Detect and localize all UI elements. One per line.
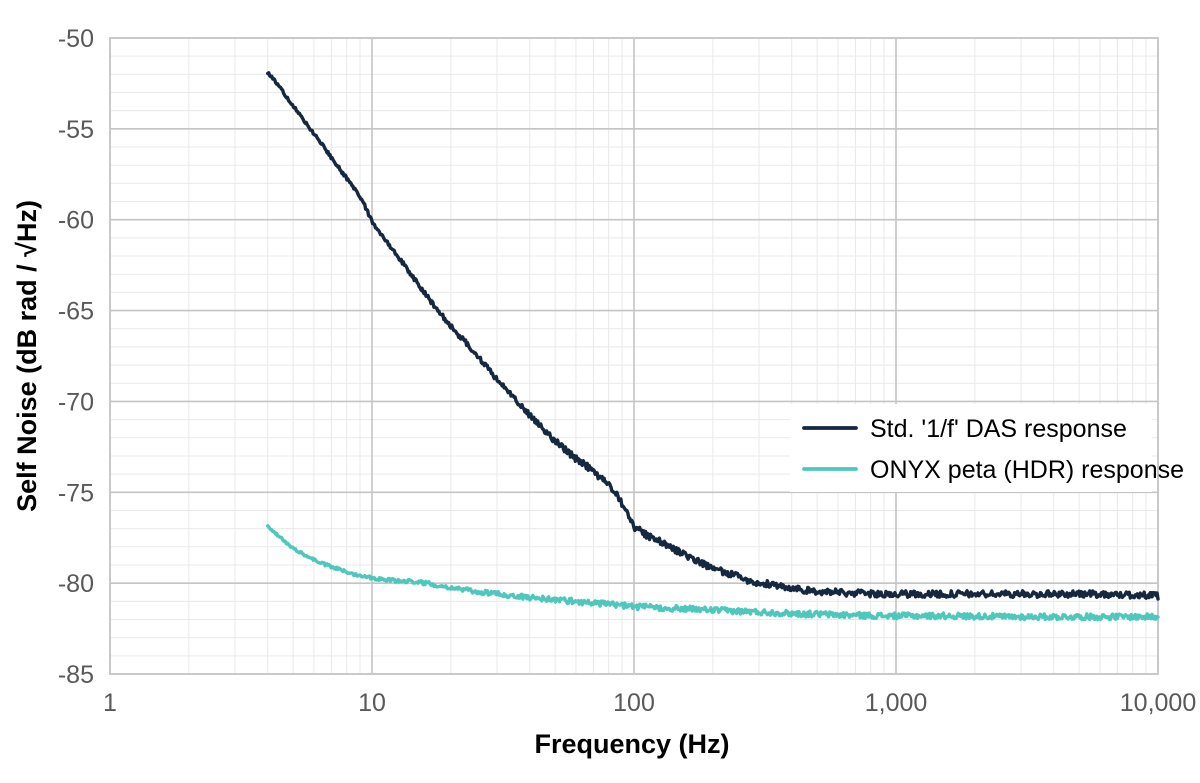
plot-area-border xyxy=(109,37,1159,675)
series-line-onyx-peta-hdr-response xyxy=(266,524,1160,622)
legend-label-0: Std. '1/f' DAS response xyxy=(870,415,1127,443)
legend-label-1: ONYX peta (HDR) response xyxy=(870,456,1184,484)
series-lines xyxy=(266,71,1160,622)
y-tick-label: -80 xyxy=(58,570,94,598)
x-tick-label: 100 xyxy=(613,689,655,717)
x-tick-label: 10 xyxy=(358,689,386,717)
y-tick-label: -50 xyxy=(58,25,94,53)
y-tick-label: -60 xyxy=(58,207,94,235)
x-axis-title: Frequency (Hz) xyxy=(534,729,729,759)
y-tick-label: -55 xyxy=(58,116,94,144)
x-tick-label: 1 xyxy=(103,689,117,717)
y-axis-title: Self Noise (dB rad / √Hz) xyxy=(12,200,42,512)
series-line-std-1-f-das-response xyxy=(266,71,1160,601)
x-tick-label: 10,000 xyxy=(1120,689,1196,717)
y-tick-label: -75 xyxy=(58,479,94,507)
y-tick-label: -85 xyxy=(58,661,94,689)
x-axis-tick-labels: 1 10 100 1,000 10,000 xyxy=(103,689,1196,717)
y-axis-tick-labels: -50 -55 -60 -65 -70 -75 -80 -85 xyxy=(58,25,94,689)
x-tick-label: 1,000 xyxy=(865,689,928,717)
legend-background xyxy=(790,404,1152,492)
chart-legend: Std. '1/f' DAS response ONYX peta (HDR) r… xyxy=(790,404,1184,492)
y-tick-label: -70 xyxy=(58,388,94,416)
y-tick-label: -65 xyxy=(58,298,94,326)
